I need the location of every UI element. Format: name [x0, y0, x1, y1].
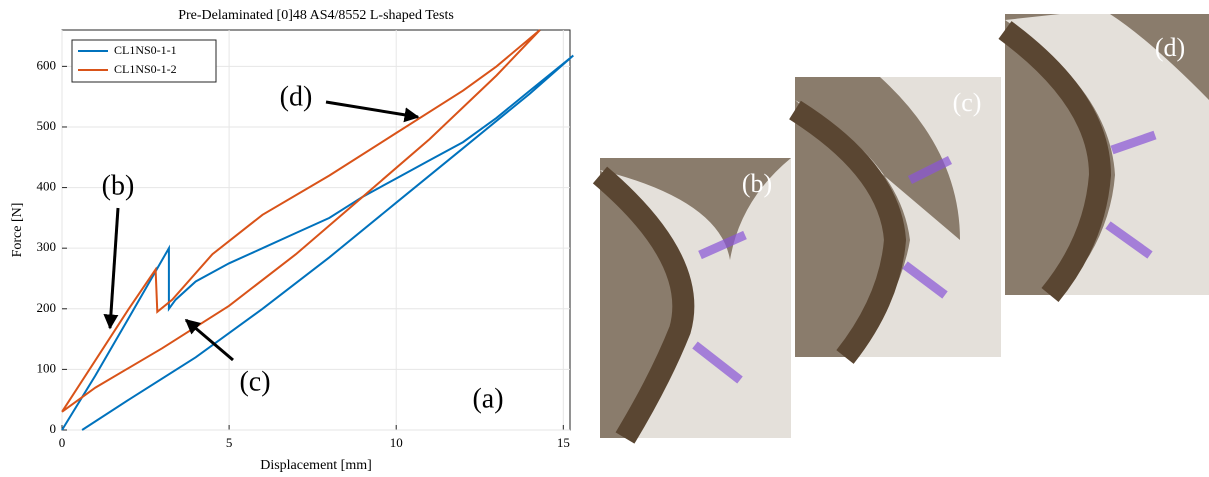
legend-label: CL1NS0-1-2 — [114, 62, 177, 76]
annotation: (d) — [280, 81, 313, 112]
y-tick-label: 200 — [37, 300, 57, 315]
arrow — [325, 100, 420, 123]
y-axis-label: Force [N] — [10, 203, 25, 258]
photo-label: (b) — [742, 169, 772, 198]
photo-panel: (b) — [592, 158, 791, 444]
photo-panel: (c) — [789, 77, 1001, 364]
photo-label: (c) — [953, 88, 982, 117]
y-tick-label: 100 — [37, 360, 57, 375]
legend-box — [71, 39, 217, 83]
y-tick-label: 600 — [37, 57, 57, 72]
photo-label: (d) — [1155, 33, 1185, 62]
y-tick-label: 500 — [37, 118, 57, 133]
photo-panel: (d) — [998, 14, 1209, 302]
data-line — [61, 54, 574, 431]
y-tick-label: 0 — [50, 421, 57, 436]
x-tick-label: 15 — [557, 435, 570, 450]
y-tick-label: 400 — [37, 179, 57, 194]
x-tick-label: 5 — [226, 435, 233, 450]
x-axis-label: Displacement [mm] — [260, 458, 372, 473]
y-tick-label: 300 — [37, 239, 57, 254]
chart-title: Pre-Delaminated [0]48 AS4/8552 L-shaped … — [178, 8, 454, 23]
legend-label: CL1NS0-1-1 — [114, 43, 177, 57]
x-tick-label: 10 — [390, 435, 403, 450]
arrow — [184, 318, 234, 362]
arrow — [103, 207, 120, 330]
annotation: (a) — [472, 383, 503, 414]
annotation: (b) — [102, 170, 135, 201]
x-tick-label: 0 — [59, 435, 66, 450]
plot-area — [61, 29, 571, 431]
annotation: (c) — [239, 366, 270, 397]
data-line — [61, 29, 541, 413]
